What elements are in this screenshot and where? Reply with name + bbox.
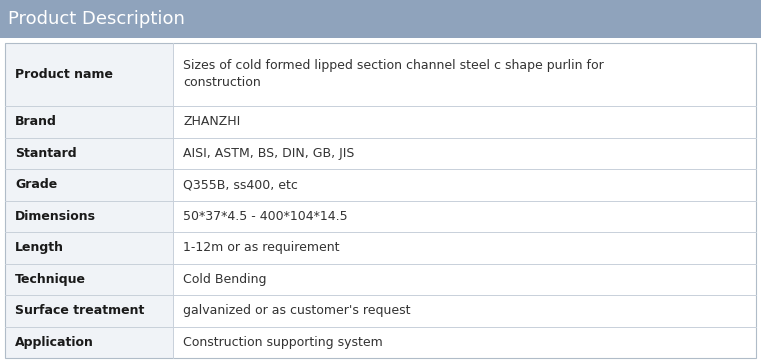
Text: ZHANZHI: ZHANZHI	[183, 115, 240, 128]
Text: Product name: Product name	[15, 68, 113, 81]
Text: Dimensions: Dimensions	[15, 210, 96, 223]
Bar	[173, 169, 756, 200]
Bar	[173, 232, 756, 264]
Bar	[173, 200, 756, 232]
Bar	[173, 43, 756, 106]
Bar	[173, 326, 756, 358]
Bar	[5, 295, 756, 326]
Bar	[173, 106, 756, 138]
Text: Construction supporting system: Construction supporting system	[183, 336, 383, 349]
Text: galvanized or as customer's request: galvanized or as customer's request	[183, 304, 410, 317]
Bar	[5, 138, 756, 169]
Bar	[5, 200, 756, 232]
Text: Sizes of cold formed lipped section channel steel c shape purlin for
constructio: Sizes of cold formed lipped section chan…	[183, 60, 603, 90]
Text: Product Description: Product Description	[8, 10, 185, 28]
Text: Application: Application	[15, 336, 94, 349]
Bar	[5, 264, 756, 295]
Bar	[5, 43, 756, 358]
Text: Cold Bending: Cold Bending	[183, 273, 266, 286]
Text: Surface treatment: Surface treatment	[15, 304, 145, 317]
Bar	[173, 295, 756, 326]
Text: AISI, ASTM, BS, DIN, GB, JIS: AISI, ASTM, BS, DIN, GB, JIS	[183, 147, 355, 160]
Bar	[0, 0, 761, 38]
Text: Stantard: Stantard	[15, 147, 77, 160]
Bar	[173, 138, 756, 169]
Text: 1-12m or as requirement: 1-12m or as requirement	[183, 241, 339, 254]
Bar	[5, 169, 756, 200]
Bar	[5, 43, 756, 106]
Bar	[5, 232, 756, 264]
Bar	[173, 264, 756, 295]
Text: Technique: Technique	[15, 273, 86, 286]
Text: Brand: Brand	[15, 115, 57, 128]
Text: 50*37*4.5 - 400*104*14.5: 50*37*4.5 - 400*104*14.5	[183, 210, 348, 223]
Text: Grade: Grade	[15, 178, 57, 191]
Bar	[5, 326, 756, 358]
Text: Length: Length	[15, 241, 64, 254]
Bar	[5, 106, 756, 138]
Text: Q355B, ss400, etc: Q355B, ss400, etc	[183, 178, 298, 191]
